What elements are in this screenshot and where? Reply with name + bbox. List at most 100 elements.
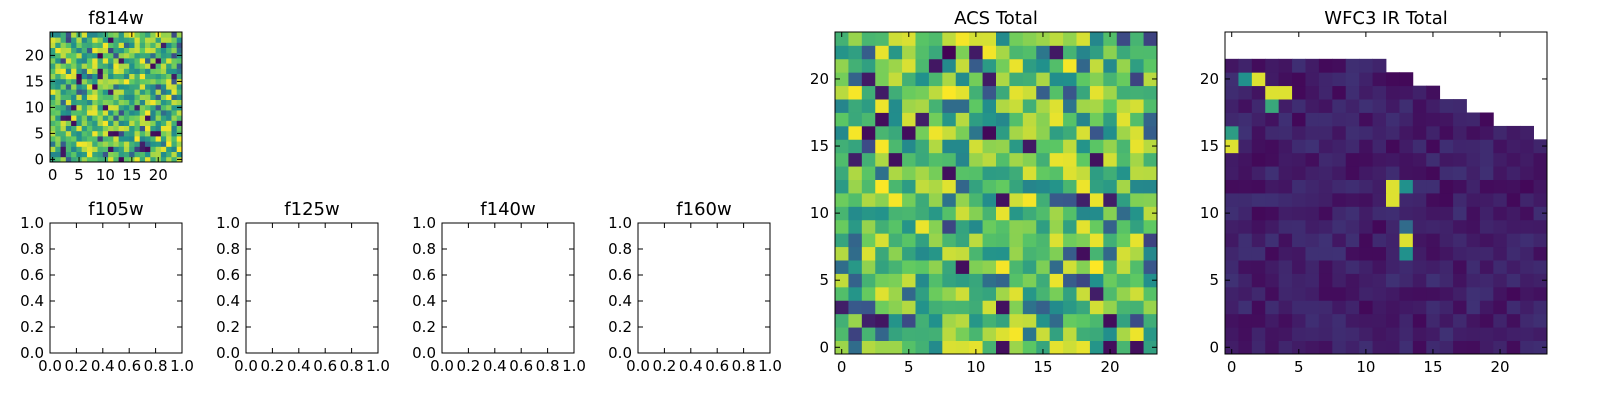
- heatmap-cell: [1345, 300, 1360, 315]
- heatmap-cell: [942, 125, 957, 140]
- heatmap-cell: [1466, 273, 1481, 288]
- y-tick-label: 0: [819, 338, 829, 356]
- heatmap-cell: [102, 115, 109, 121]
- heatmap-cell: [848, 233, 863, 248]
- heatmap-cell: [1089, 300, 1104, 315]
- heatmap-cell: [1130, 193, 1144, 207]
- heatmap-cell: [1009, 179, 1024, 194]
- heatmap-cell: [1278, 85, 1293, 100]
- heatmap-cell: [150, 68, 156, 74]
- heatmap-cell: [1345, 219, 1360, 234]
- heatmap-cell: [92, 104, 98, 111]
- heatmap-cell: [982, 139, 997, 154]
- heatmap-cell: [102, 84, 109, 90]
- x-tick-label: 15: [1033, 358, 1052, 376]
- heatmap-cell: [81, 141, 88, 147]
- heatmap-cell: [969, 327, 983, 341]
- heatmap-cell: [1036, 45, 1051, 60]
- heatmap-cell: [50, 63, 56, 69]
- heatmap-cell: [134, 84, 141, 90]
- heatmap-cell: [848, 125, 863, 140]
- heatmap-cell: [1292, 179, 1306, 194]
- heatmap-cell: [1439, 152, 1454, 167]
- heatmap-cell: [1063, 219, 1077, 234]
- heatmap-cell: [1225, 233, 1239, 248]
- heatmap-cell: [942, 85, 957, 100]
- heatmap-cell: [102, 68, 109, 74]
- heatmap-cell: [118, 52, 125, 59]
- heatmap-cell: [118, 115, 125, 121]
- heatmap-cell: [1359, 99, 1373, 113]
- y-tick-label: 0.8: [20, 240, 44, 258]
- heatmap-cell: [1520, 300, 1534, 315]
- heatmap-cell: [1022, 152, 1037, 167]
- heatmap-cell: [1439, 286, 1454, 301]
- heatmap-cell: [1049, 179, 1064, 194]
- x-tick-label: 0.8: [732, 357, 756, 375]
- heatmap-cell: [915, 99, 930, 113]
- heatmap-cell: [145, 42, 151, 48]
- heatmap-cell: [1009, 313, 1024, 328]
- heatmap-cell: [108, 89, 114, 95]
- heatmap-cell: [1238, 99, 1253, 113]
- heatmap-cell: [1292, 193, 1306, 207]
- heatmap-cell: [928, 58, 943, 73]
- heatmap-cell: [60, 104, 67, 111]
- heatmap-cell: [134, 156, 141, 163]
- heatmap-cell: [1116, 72, 1131, 87]
- heatmap-cell: [1265, 273, 1280, 288]
- heatmap-cell: [1345, 233, 1360, 248]
- heatmap-cell: [55, 156, 61, 163]
- heatmap-cell: [134, 125, 141, 132]
- heatmap-cell: [155, 99, 162, 106]
- heatmap-cell: [1238, 340, 1253, 355]
- heatmap-cell: [76, 68, 83, 74]
- heatmap-cell: [1506, 313, 1521, 328]
- heatmap-cell: [1022, 219, 1037, 234]
- heatmap-cell: [1332, 99, 1347, 113]
- heatmap-cell: [60, 125, 67, 132]
- heatmap-cell: [108, 136, 114, 142]
- heatmap-cell: [1533, 193, 1548, 207]
- heatmap-cell: [1076, 112, 1091, 127]
- heatmap-cell: [176, 146, 183, 152]
- heatmap-cell: [835, 112, 849, 127]
- heatmap-cell: [1089, 340, 1104, 355]
- heatmap-cell: [915, 300, 930, 315]
- heatmap-cell: [171, 58, 178, 64]
- heatmap-cell: [176, 110, 183, 116]
- heatmap-cell: [97, 125, 104, 132]
- heatmap-cell: [1493, 260, 1508, 274]
- heatmap-cell: [76, 141, 83, 147]
- heatmap-cell: [1305, 72, 1320, 87]
- heatmap-cell: [60, 99, 67, 106]
- heatmap-cell: [955, 45, 970, 60]
- heatmap-cell: [1345, 273, 1360, 288]
- heatmap-cell: [108, 42, 114, 48]
- heatmap-cell: [1063, 139, 1077, 154]
- heatmap-cell: [1439, 166, 1454, 180]
- heatmap-cell: [102, 94, 109, 100]
- heatmap-cell: [166, 130, 172, 137]
- heatmap-cell: [76, 120, 83, 126]
- heatmap-cell: [996, 327, 1010, 341]
- heatmap-cell: [888, 99, 903, 113]
- heatmap-cell: [145, 120, 151, 126]
- heatmap-cell: [1265, 260, 1280, 274]
- heatmap-cell: [1479, 273, 1494, 288]
- heatmap-cells-wfc3_ir_total: [1225, 58, 1548, 355]
- heatmap-cell: [1292, 58, 1306, 73]
- heatmap-cell: [139, 52, 146, 59]
- heatmap-cell: [166, 125, 172, 132]
- heatmap-cell: [928, 340, 943, 355]
- heatmap-cell: [1063, 313, 1077, 328]
- heatmap-cell: [160, 125, 167, 132]
- heatmap-cell: [928, 152, 943, 167]
- heatmap-cell: [150, 89, 156, 95]
- heatmap-cell: [955, 340, 970, 355]
- heatmap-cell: [1009, 260, 1024, 274]
- heatmap-cell: [1238, 58, 1253, 73]
- heatmap-cell: [86, 151, 93, 158]
- heatmap-cell: [129, 58, 135, 64]
